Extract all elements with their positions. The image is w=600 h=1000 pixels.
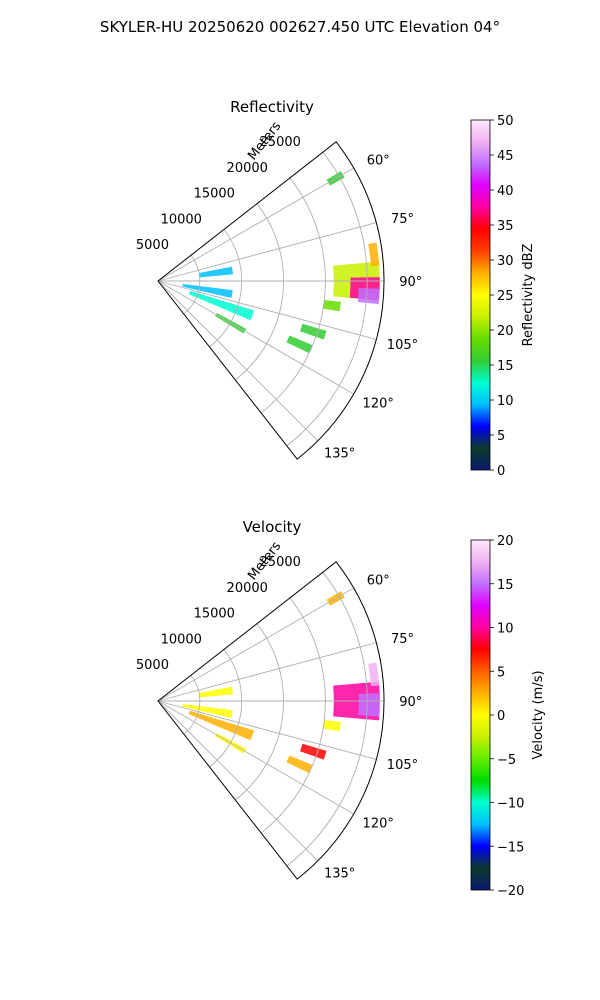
colorbar-tick-label: 0 [497,464,505,479]
sector-frame [157,561,385,880]
azimuth-spoke [157,280,377,340]
echo-patch [358,693,380,717]
theta-tick-label: 75° [391,212,414,227]
echo-patch [286,335,313,354]
range-ring [183,254,201,315]
polar-sector: 60° 75° 90° 105° 120° 135° 5000 10000 15000 20000… [136,539,422,882]
colorbar-tick-label: 25 [497,289,514,304]
range-tick-label: 25000 [260,555,301,570]
colorbar-tick-label: 40 [497,184,514,199]
colorbar-tick-label: 5 [497,429,505,444]
azimuth-spoke [157,700,377,760]
theta-tick-label: 120° [363,396,394,411]
colorbar-bar [470,119,491,471]
colorbar-tick-label: −20 [497,884,524,899]
range-tick-label: 15000 [194,187,235,202]
range-ring [209,649,243,768]
azimuth-spoke [157,587,354,702]
theta-tick-label: 135° [324,447,355,462]
range-tick-label: 20000 [227,161,268,176]
colorbar-tick-label: −5 [497,753,516,768]
range-ring [183,674,201,735]
colorbar-label: Reflectivity dBZ [521,244,536,347]
echo-patch [300,743,327,760]
theta-tick-label: 105° [387,338,418,353]
colorbar-label: Velocity (m/s) [531,670,546,759]
range-ring [260,597,326,834]
theta-tick-label: 105° [387,758,418,773]
colorbar-tick-label: 0 [497,709,505,724]
theta-tick-label: 120° [363,816,394,831]
theta-tick-label: 60° [367,154,390,169]
range-ring [235,623,284,801]
theta-tick-label: 75° [391,632,414,647]
colorbar-tick-label: 15 [497,359,514,374]
colorbar-tick-label: −15 [497,840,524,855]
polar-sector: 60° 75° 90° 105° 120° 135° 5000 10000 15000 20000… [136,119,422,462]
colorbar-tick-label: 15 [497,578,514,593]
colorbar-ticks: 0 5 10 15 20 25 30 35 40 45 50 [490,114,514,479]
range-tick-label: 10000 [161,212,202,227]
echo-patch [199,686,234,698]
echo-patch [368,242,380,267]
range-tick-label: 10000 [161,632,202,647]
panel-reflectivity: Reflectivity 60° 75° 90° 105° 120° 135° 5000 10… [136,98,536,479]
colorbar-ticks: −20 −15 −10 −5 0 5 10 15 20 [490,534,524,899]
echo-patch [368,662,380,687]
figure-title: SKYLER-HU 20250620 002627.450 UTC Elevat… [100,18,500,36]
sector-frame [157,141,385,460]
echo-patch [357,288,380,305]
colorbar-bar [470,539,491,891]
range-tick-label: 5000 [136,238,169,253]
colorbar-tick-label: 10 [497,394,514,409]
colorbar-tick-label: 35 [497,219,514,234]
colorbar-tick-label: 20 [497,534,514,549]
range-ring [235,203,284,381]
colorbar-tick-label: −10 [497,797,524,812]
echo-patch [300,323,327,340]
echo-patch [199,266,234,278]
echo-patch [188,710,255,741]
range-ring [260,177,326,414]
echo-patch [188,290,255,321]
echo-patch [323,719,341,732]
azimuth-spoke [157,167,354,282]
colorbar-tick-label: 10 [497,622,514,637]
colorbar-tick-label: 50 [497,114,514,129]
echo-patch [182,284,233,298]
range-tick-label: 20000 [227,581,268,596]
colorbar: 0 5 10 15 20 25 30 35 40 45 50 Reflectivity dBZ [470,114,536,479]
theta-tick-label: 90° [399,275,422,290]
range-ring [286,571,368,867]
echo-patch [323,299,341,312]
range-tick-label: 25000 [260,135,301,150]
range-ring [209,229,243,348]
theta-tick-label: 90° [399,695,422,710]
range-tick-label: 5000 [136,658,169,673]
azimuth-spoke [157,700,354,815]
azimuth-spoke [157,280,319,442]
azimuth-spoke [157,222,377,282]
panel-title: Velocity [243,518,302,536]
panel-velocity: Velocity 60° 75° 90° 105° 120° 135° 5000 10000 1… [136,518,546,899]
colorbar: −20 −15 −10 −5 0 5 10 15 20 Velocity (m/s) [470,534,546,899]
azimuth-spoke [157,280,354,395]
echo-patch [182,704,233,718]
colorbar-tick-label: 20 [497,324,514,339]
colorbar-tick-label: 30 [497,254,514,269]
echo-patch [286,755,313,774]
theta-tick-label: 135° [324,867,355,882]
azimuth-spoke [157,642,377,702]
range-tick-label: 15000 [194,607,235,622]
azimuth-spoke [157,700,319,862]
theta-tick-label: 60° [367,574,390,589]
panel-title: Reflectivity [230,98,314,116]
colorbar-tick-label: 5 [497,665,505,680]
range-ring [286,151,368,447]
colorbar-tick-label: 45 [497,149,514,164]
